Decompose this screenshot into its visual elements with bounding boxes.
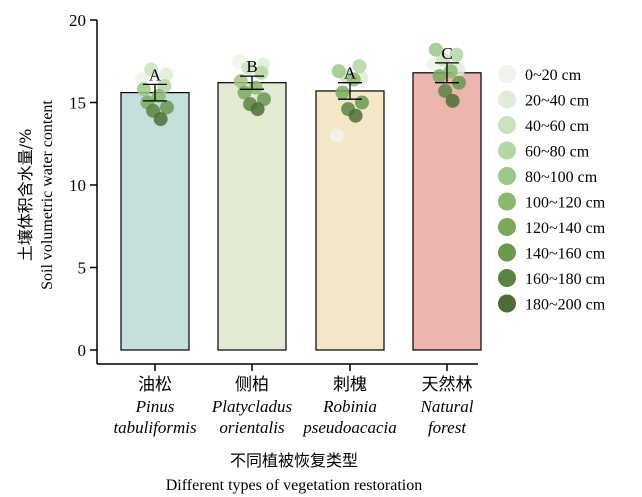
y-axis-label-cn: 土壤体积含水量/%	[16, 129, 35, 262]
data-point	[159, 67, 174, 82]
significance-letter: C	[441, 44, 452, 63]
legend-label: 40~60 cm	[525, 118, 590, 135]
legend-swatch	[498, 243, 516, 262]
bar	[120, 91, 190, 351]
x-tick-label-cn: 油松	[138, 375, 172, 395]
legend-swatch	[498, 294, 516, 313]
legend-label: 100~120 cm	[525, 195, 606, 212]
significance-letters: A B A C	[149, 44, 453, 84]
bars	[120, 72, 482, 351]
x-tick-label-latin-2: tabuliformis	[113, 418, 197, 437]
y-tick-label: 5	[78, 259, 87, 278]
data-point	[348, 108, 363, 123]
data-point	[233, 74, 248, 89]
data-point	[449, 47, 464, 62]
data-point	[153, 112, 168, 126]
bar	[412, 72, 482, 351]
data-point	[159, 100, 174, 115]
data-point	[445, 93, 460, 108]
x-tick-label-cn: 侧柏	[235, 375, 269, 395]
legend: 0~20 cm 20~40 cm 40~60 cm 60~80 cm 80~100 cm…	[498, 65, 606, 314]
data-point	[250, 102, 265, 117]
data-point	[136, 82, 151, 97]
data-point	[329, 128, 344, 143]
significance-letter: A	[344, 64, 357, 83]
legend-label: 120~140 cm	[525, 220, 606, 237]
legend-label: 180~200 cm	[525, 297, 606, 314]
data-point	[428, 42, 443, 57]
legend-swatch	[498, 192, 516, 211]
legend-swatch	[498, 141, 516, 160]
x-tick-label-latin-1: Natural	[420, 397, 474, 416]
x-tick-label-latin-1: Platycladus	[211, 397, 293, 416]
axes	[96, 20, 478, 365]
legend-swatch	[498, 269, 516, 287]
x-tick-label-latin-2: forest	[428, 418, 467, 437]
data-point	[256, 92, 271, 107]
x-tick-label-latin-2: orientalis	[219, 418, 285, 437]
significance-letter: A	[149, 65, 162, 84]
legend-label: 80~100 cm	[525, 169, 598, 186]
x-tick-label-latin-1: Pinus	[135, 397, 175, 416]
legend-swatch	[498, 65, 516, 83]
data-point	[432, 69, 447, 84]
x-axis-label-en: Different types of vegetation restoratio…	[166, 477, 423, 494]
bar	[217, 82, 287, 351]
data-point	[331, 64, 346, 79]
data-point	[335, 85, 350, 100]
x-tick-label-cn: 刺槐	[333, 375, 367, 395]
x-tick-label-cn: 天然林	[422, 375, 473, 395]
legend-swatch	[498, 167, 516, 185]
data-point	[438, 83, 453, 98]
legend-label: 0~20 cm	[525, 67, 582, 84]
y-axis-label-en: Soil volumetric water content	[39, 100, 56, 290]
legend-label: 60~80 cm	[525, 144, 590, 161]
y-tick-label: 15	[69, 94, 86, 113]
data-point	[354, 95, 369, 110]
x-axis-label-cn: 不同植被恢复类型	[230, 451, 358, 470]
x-ticks: 油松 Pinus tabuliformis 侧柏 Platycladus oriental…	[113, 364, 474, 437]
x-tick-label-latin-1: Robinia	[322, 397, 377, 416]
legend-label: 20~40 cm	[525, 93, 590, 110]
legend-swatch	[498, 90, 516, 109]
legend-swatch	[498, 218, 516, 236]
y-tick-label: 10	[69, 176, 86, 195]
error-bars	[143, 62, 459, 102]
bar	[315, 90, 385, 351]
legend-label: 140~160 cm	[525, 246, 606, 263]
y-tick-label: 20	[69, 11, 86, 30]
y-tick-label: 0	[78, 341, 87, 360]
data-point	[241, 60, 256, 75]
data-point	[144, 62, 159, 77]
data-point	[352, 59, 367, 74]
legend-swatch	[498, 116, 516, 134]
x-tick-label-latin-2: pseudoacacia	[302, 418, 396, 437]
y-ticks: 0 5 10 15 20	[69, 11, 97, 360]
significance-letter: B	[246, 57, 257, 76]
legend-label: 160~180 cm	[525, 271, 606, 288]
